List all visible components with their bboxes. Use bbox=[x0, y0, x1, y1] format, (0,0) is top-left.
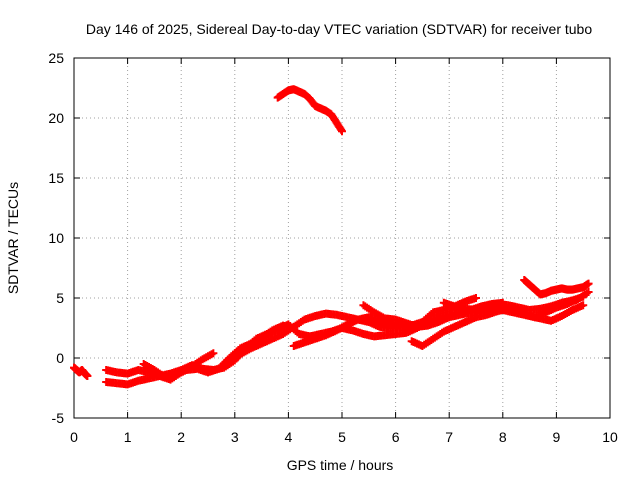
y-tick-label: 10 bbox=[48, 230, 64, 246]
data-point bbox=[584, 279, 593, 288]
x-axis-label: GPS time / hours bbox=[287, 457, 394, 473]
data-point bbox=[209, 349, 218, 358]
data-point bbox=[83, 372, 92, 380]
x-tick-label: 4 bbox=[285, 429, 293, 445]
series-arc-5 bbox=[225, 294, 480, 366]
x-tick-label: 1 bbox=[124, 429, 132, 445]
y-tick-label: 15 bbox=[48, 170, 64, 186]
x-tick-label: 8 bbox=[499, 429, 507, 445]
data-point bbox=[338, 127, 346, 136]
y-tick-label: 0 bbox=[56, 350, 64, 366]
data-point bbox=[579, 292, 588, 301]
series-arc-1 bbox=[70, 363, 92, 380]
data-point bbox=[472, 294, 480, 302]
x-tick-label: 0 bbox=[70, 429, 78, 445]
y-axis-label: SDTVAR / TECUs bbox=[5, 182, 21, 294]
data-point bbox=[584, 288, 593, 296]
x-tick-label: 3 bbox=[231, 429, 239, 445]
y-tick-label: 20 bbox=[48, 110, 64, 126]
y-tick-label: 5 bbox=[56, 290, 64, 306]
plot-border bbox=[73, 57, 611, 419]
x-tick-label: 10 bbox=[602, 429, 618, 445]
chart-title: Day 146 of 2025, Sidereal Day-to-day VTE… bbox=[86, 21, 593, 37]
data-point bbox=[279, 321, 288, 330]
x-tick-label: 9 bbox=[553, 429, 561, 445]
series-arc-12 bbox=[520, 276, 593, 299]
data-point bbox=[579, 301, 588, 310]
x-tick-label: 7 bbox=[445, 429, 453, 445]
data-points-layer bbox=[70, 85, 593, 389]
y-tick-label: -5 bbox=[52, 410, 65, 426]
series-arc-11 bbox=[439, 292, 588, 314]
y-tick-label: 25 bbox=[48, 50, 64, 66]
grid-layer bbox=[74, 58, 610, 418]
x-tick-label: 6 bbox=[392, 429, 400, 445]
x-tick-label: 2 bbox=[177, 429, 185, 445]
series-arc-8 bbox=[273, 85, 346, 136]
x-tick-label: 5 bbox=[338, 429, 346, 445]
